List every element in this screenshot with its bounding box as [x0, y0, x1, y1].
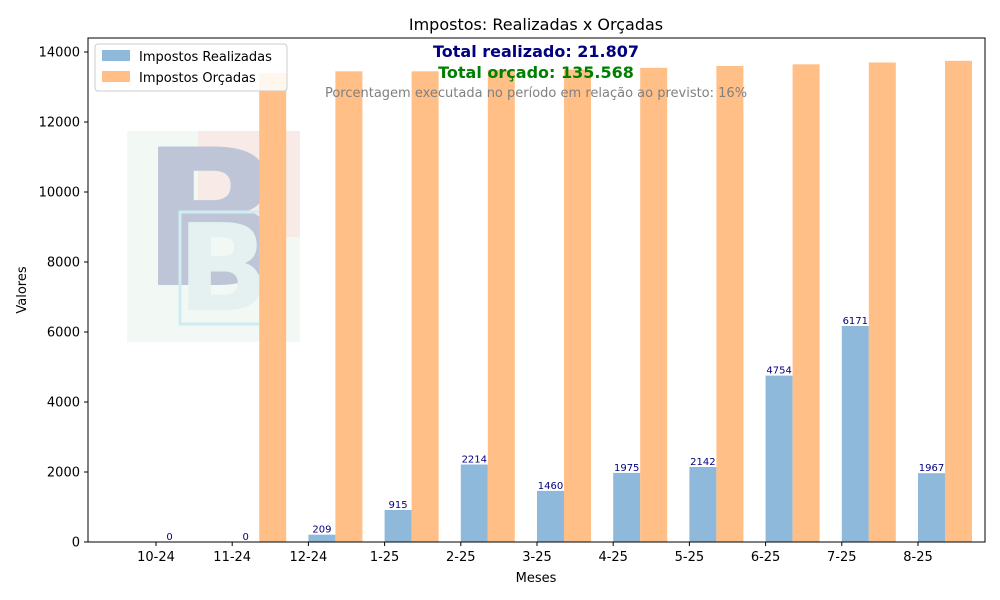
bar-orcadas-1-25 [411, 71, 439, 543]
x-tick-label-12-24: 12-24 [290, 550, 328, 565]
bar-realizadas-5-25 [689, 467, 717, 542]
chart-title: Impostos: Realizadas x Orçadas [409, 15, 663, 34]
bar-orcadas-7-25 [868, 62, 896, 542]
legend-swatch-realizadas [102, 50, 130, 61]
bar-realizadas-6-25 [765, 375, 793, 542]
x-tick-label-3-25: 3-25 [522, 550, 552, 565]
x-tick-label-8-25: 8-25 [903, 550, 933, 565]
legend-label-realizadas: Impostos Realizadas [139, 50, 272, 65]
y-tick-label: 2000 [47, 466, 80, 481]
bar-orcadas-2-25 [487, 70, 515, 542]
data-label-10-24: 0 [166, 532, 172, 543]
bar-orcadas-6-25 [792, 64, 820, 543]
y-axis: 0 2000 4000 6000 8000 10000 12000 14000 [39, 46, 88, 551]
bar-orcadas-4-25 [640, 67, 668, 543]
total-realizado-text: Total realizado: 21.807 [433, 42, 639, 61]
data-label-8-25: 1967 [919, 463, 944, 474]
legend-swatch-orcadas [102, 71, 130, 82]
x-tick-label-10-24: 10-24 [137, 550, 175, 565]
x-axis: 10-24 11-24 12-24 1-25 2-25 3-25 4-25 5-25 6-25 7… [137, 542, 933, 565]
bar-orcadas-11-24 [259, 73, 287, 542]
bar-realizadas-2-25 [460, 464, 488, 542]
x-tick-label-5-25: 5-25 [675, 550, 705, 565]
y-axis-label: Valores [15, 266, 30, 313]
y-tick-label: 12000 [39, 116, 80, 131]
legend-label-orcadas: Impostos Orçadas [139, 71, 256, 86]
y-tick-label: 4000 [47, 396, 80, 411]
porcentagem-text: Porcentagem executada no período em rela… [325, 86, 747, 101]
data-label-2-25: 2214 [462, 455, 487, 466]
data-label-6-25: 4754 [766, 366, 791, 377]
data-label-1-25: 915 [389, 500, 408, 511]
data-label-4-25: 1975 [614, 463, 639, 474]
bar-orcadas-12-24 [335, 71, 363, 543]
y-tick-label: 8000 [47, 256, 80, 271]
bar-orcadas-3-25 [564, 69, 591, 542]
data-label-12-24: 209 [312, 525, 331, 536]
bar-realizadas-1-25 [384, 510, 412, 542]
total-orcado-text: Total orçado: 135.568 [438, 63, 634, 82]
data-label-7-25: 6171 [843, 316, 868, 327]
x-tick-label-11-24: 11-24 [213, 550, 251, 565]
y-tick-label: 10000 [39, 186, 80, 201]
legend: Impostos Realizadas Impostos Orçadas [94, 43, 288, 92]
bar-orcadas-8-25 [945, 60, 972, 543]
bar-realizadas-4-25 [613, 472, 641, 542]
bar-realizadas-12-24 [308, 534, 336, 542]
data-label-5-25: 2142 [690, 457, 715, 468]
x-tick-label-7-25: 7-25 [827, 550, 857, 565]
data-label-11-24: 0 [243, 532, 249, 543]
x-tick-label-1-25: 1-25 [370, 550, 400, 565]
bar-realizadas-7-25 [841, 326, 869, 542]
x-axis-label: Meses [516, 571, 557, 586]
y-tick-label: 0 [72, 536, 80, 551]
bar-realizadas-3-25 [537, 490, 564, 542]
data-label-3-25: 1460 [538, 481, 563, 492]
x-tick-label-6-25: 6-25 [751, 550, 781, 565]
y-tick-label: 14000 [39, 46, 80, 61]
x-tick-label-2-25: 2-25 [446, 550, 476, 565]
y-tick-label: 6000 [47, 326, 80, 341]
svg-text:B: B [177, 200, 268, 339]
bar-realizadas-8-25 [918, 473, 945, 542]
bars-group [259, 60, 972, 543]
x-tick-label-4-25: 4-25 [598, 550, 628, 565]
data-labels-group: 0 0 209 915 2214 1460 1975 2142 4754 6171 1967 [166, 316, 944, 543]
bar-orcadas-5-25 [716, 66, 744, 542]
